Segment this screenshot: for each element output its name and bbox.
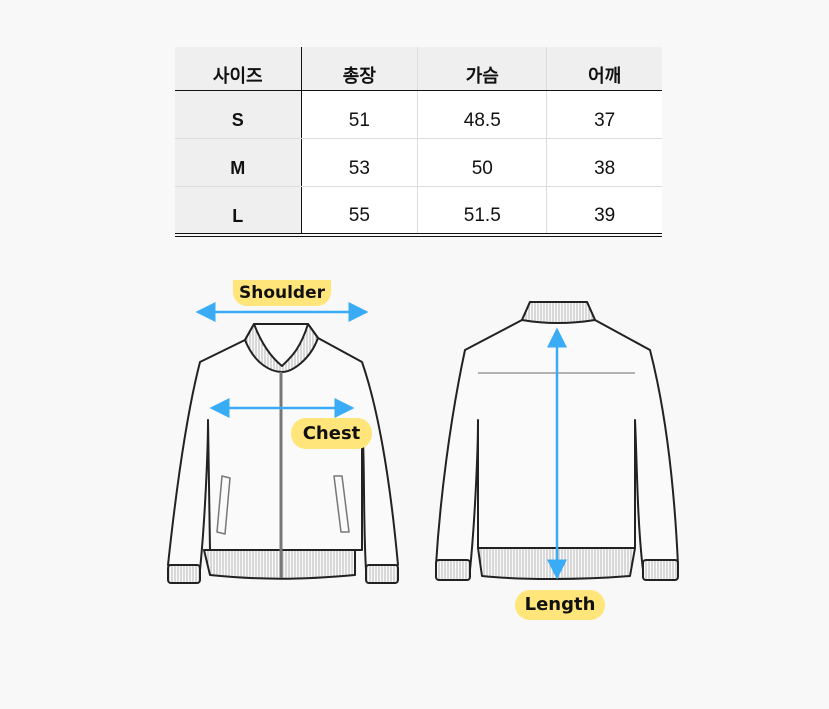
header-shoulder: 어깨 bbox=[546, 47, 662, 91]
size-table: 사이즈 총장 가슴 어깨 S 51 48.5 37 M 53 50 38 L 5… bbox=[175, 47, 662, 233]
shoulder-cell: 39 bbox=[546, 186, 662, 233]
shoulder-cell: 38 bbox=[546, 138, 662, 187]
chest-label: Chest bbox=[291, 418, 372, 449]
size-cell: S bbox=[175, 90, 301, 139]
chest-cell: 48.5 bbox=[417, 90, 547, 139]
shoulder-label: Shoulder bbox=[233, 280, 331, 306]
length-cell: 53 bbox=[300, 138, 418, 187]
length-label: Length bbox=[515, 590, 605, 620]
size-cell: L bbox=[175, 186, 301, 233]
header-size: 사이즈 bbox=[175, 47, 301, 91]
length-cell: 51 bbox=[300, 90, 418, 139]
table-header-row: 사이즈 총장 가슴 어깨 bbox=[175, 47, 662, 91]
table-bottom-border bbox=[175, 233, 662, 237]
table-row: L 55 51.5 39 bbox=[175, 186, 662, 233]
size-cell: M bbox=[175, 138, 301, 187]
shoulder-cell: 37 bbox=[546, 90, 662, 139]
chest-cell: 50 bbox=[417, 138, 547, 187]
header-length: 총장 bbox=[300, 47, 418, 91]
chest-cell: 51.5 bbox=[417, 186, 547, 233]
table-row: M 53 50 38 bbox=[175, 138, 662, 187]
header-chest: 가슴 bbox=[417, 47, 547, 91]
front-jacket bbox=[167, 323, 399, 584]
length-cell: 55 bbox=[300, 186, 418, 233]
table-row: S 51 48.5 37 bbox=[175, 90, 662, 139]
